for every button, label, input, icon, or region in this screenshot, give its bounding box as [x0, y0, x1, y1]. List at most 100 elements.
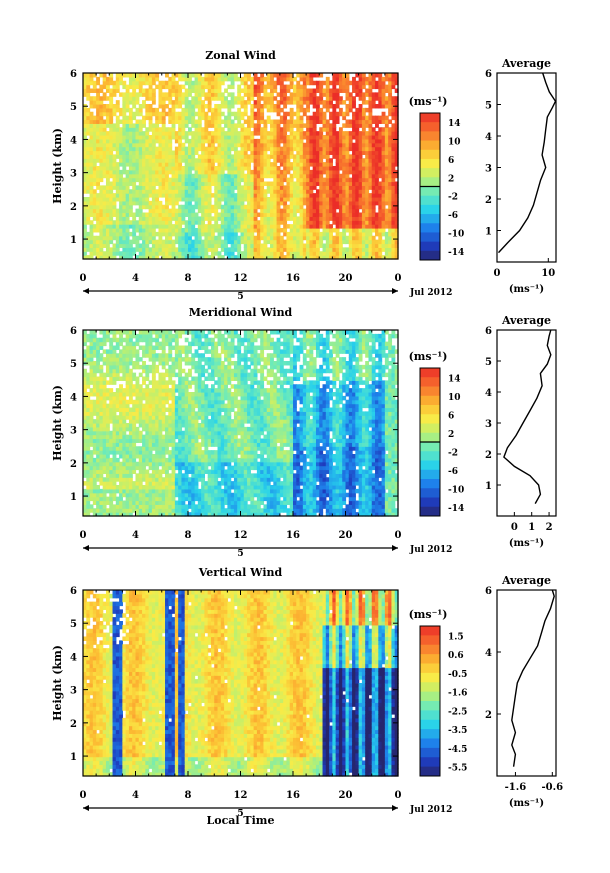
heatmap-cell [309, 92, 314, 97]
heatmap-cell [358, 154, 363, 159]
heatmap-cell [122, 146, 127, 152]
heatmap-cell [132, 251, 137, 256]
heatmap-cell [145, 231, 150, 237]
heatmap-cell [329, 150, 333, 155]
heatmap-cell [204, 200, 209, 206]
heatmap-cell [283, 73, 288, 78]
heatmap-cell [348, 204, 353, 210]
heatmap-cell [197, 185, 202, 190]
heatmap-cell [276, 181, 281, 186]
heatmap-cell [207, 76, 212, 82]
heatmap-cell [230, 197, 235, 202]
heatmap-cell [250, 104, 255, 109]
heatmap-cell [174, 181, 179, 186]
heatmap-cell [322, 224, 327, 229]
heatmap-cell [352, 228, 356, 233]
heatmap-cell [263, 231, 268, 237]
heatmap-cell [388, 119, 393, 124]
panel-title: Meridional Wind [189, 306, 293, 319]
heatmap-cell [109, 92, 114, 97]
heatmap-cell [224, 131, 228, 136]
heatmap-cell [142, 135, 146, 140]
heatmap-cell [230, 181, 235, 186]
heatmap-cell [83, 239, 87, 245]
heatmap-cell [250, 228, 255, 233]
heatmap-cell [171, 173, 176, 179]
heatmap-cell [352, 100, 356, 105]
heatmap-cell [224, 224, 228, 229]
heatmap-cell [132, 96, 137, 101]
heatmap-cell [197, 239, 202, 245]
heatmap-cell [184, 247, 189, 252]
heatmap-cell [109, 80, 114, 86]
heatmap-cell [92, 131, 97, 136]
heatmap-cell [322, 177, 327, 183]
heatmap-cell [283, 220, 288, 225]
heatmap-cell [105, 150, 110, 155]
colorbar-tick-label: 10 [448, 138, 461, 148]
heatmap-cell [132, 177, 137, 183]
heatmap-cell [99, 200, 104, 206]
heatmap-cell [299, 92, 304, 97]
heatmap-cell [273, 193, 278, 198]
heatmap-cell [348, 247, 353, 252]
heatmap-cell [256, 84, 261, 90]
heatmap-cell [174, 158, 179, 163]
heatmap-cell [266, 119, 271, 124]
heatmap-cell [289, 200, 294, 206]
heatmap-cell [348, 235, 353, 241]
heatmap-cell [263, 224, 268, 229]
heatmap-cell [145, 200, 150, 206]
heatmap-cell [204, 231, 209, 237]
heatmap-cell [168, 212, 173, 217]
heatmap-cell [250, 231, 255, 237]
heatmap-cell [322, 243, 327, 248]
heatmap-cell [266, 146, 271, 152]
heatmap-cell [119, 73, 123, 78]
heatmap-cell [92, 104, 97, 109]
heatmap-cell [279, 212, 284, 217]
heatmap-cell [227, 173, 232, 179]
heatmap-cell [329, 193, 333, 198]
heatmap-cell [119, 169, 123, 175]
heatmap-cell [99, 169, 104, 175]
heatmap-cell [161, 115, 166, 121]
heatmap-cell [105, 142, 110, 148]
heatmap-cell [168, 169, 173, 175]
heatmap-cell [296, 231, 301, 237]
heatmap-cell [250, 96, 255, 101]
heatmap-cell [355, 146, 360, 152]
average-x-label: (ms⁻¹) [509, 284, 544, 295]
heatmap-cell [184, 177, 189, 183]
heatmap-cell [194, 104, 199, 109]
heatmap-cell [201, 189, 206, 194]
heatmap-cell [122, 395, 127, 401]
heatmap-cell [256, 104, 261, 109]
heatmap-cell [299, 76, 304, 82]
heatmap-cell [289, 239, 294, 245]
heatmap-cell [247, 243, 251, 248]
heatmap-cell [338, 220, 343, 225]
heatmap-cell [132, 200, 137, 206]
heatmap-cell [315, 166, 320, 171]
heatmap-cell [217, 135, 222, 140]
heatmap-cell [135, 212, 140, 217]
heatmap-cell [86, 115, 91, 121]
heatmap-cell [105, 243, 110, 248]
heatmap-cell [260, 231, 265, 237]
heatmap-cell [263, 166, 268, 171]
heatmap-cell [184, 204, 189, 210]
heatmap-cell [171, 239, 176, 245]
heatmap-cell [102, 96, 107, 101]
heatmap-cell [224, 208, 228, 214]
heatmap-cell [99, 193, 104, 198]
heatmap-cell [165, 92, 169, 97]
heatmap-cell [128, 166, 133, 171]
heatmap-cell [191, 73, 196, 78]
heatmap-cell [99, 473, 104, 478]
heatmap-cell [270, 255, 274, 260]
heatmap-cell [204, 216, 209, 221]
heatmap-cell [161, 208, 166, 214]
heatmap-cell [263, 131, 268, 136]
heatmap-cell [191, 185, 196, 190]
